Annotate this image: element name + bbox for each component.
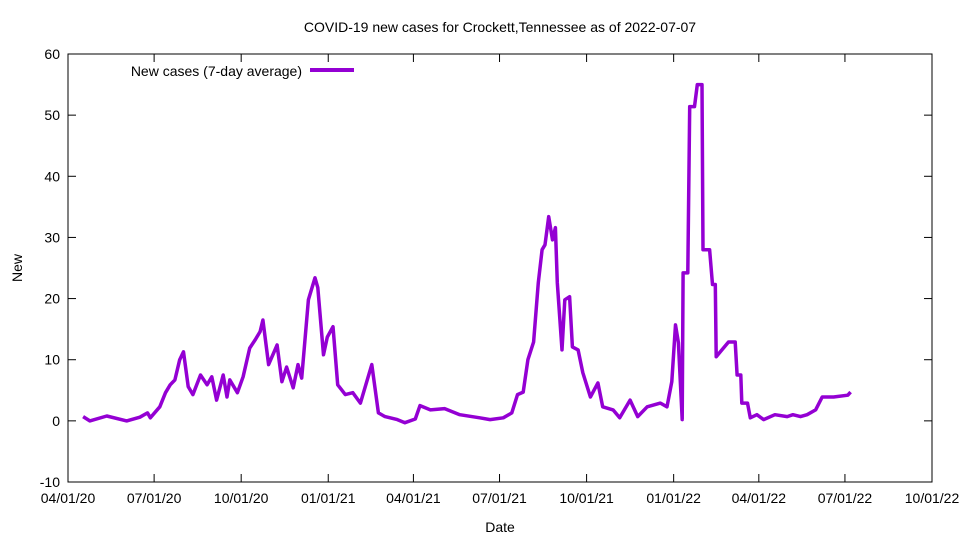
x-tick-label: 04/01/20 — [41, 490, 96, 506]
x-tick-label: 01/01/22 — [646, 490, 701, 506]
x-tick-label: 07/01/21 — [472, 490, 527, 506]
plot-area — [83, 84, 851, 422]
x-tick-label: 04/01/21 — [386, 490, 441, 506]
y-tick-label: 50 — [44, 107, 60, 123]
x-tick-label: 07/01/22 — [818, 490, 873, 506]
x-axis-label: Date — [485, 519, 515, 535]
legend-label: New cases (7-day average) — [131, 63, 302, 79]
x-tick-label: 01/01/21 — [301, 490, 356, 506]
x-tick-label: 10/01/20 — [214, 490, 269, 506]
axes: -10 0 10 20 30 40 50 60 04/01/20 07/01/20 10/01/20… — [40, 46, 960, 506]
y-axis-label: New — [9, 253, 25, 282]
y-tick-label: 20 — [44, 291, 60, 307]
y-tick-label: 10 — [44, 352, 60, 368]
y-tick-label: 30 — [44, 229, 60, 245]
y-tick-label: -10 — [40, 474, 60, 490]
x-tick-label: 10/01/21 — [559, 490, 614, 506]
x-tick-label: 07/01/20 — [127, 490, 182, 506]
y-tick-label: 0 — [52, 413, 60, 429]
x-tick-label: 10/01/22 — [905, 490, 960, 506]
y-tick-label: 40 — [44, 168, 60, 184]
chart-title: COVID-19 new cases for Crockett,Tennesse… — [304, 19, 696, 35]
y-tick-label: 60 — [44, 46, 60, 62]
x-tick-label: 04/01/22 — [732, 490, 787, 506]
legend: New cases (7-day average) — [131, 63, 354, 79]
series-line — [83, 85, 851, 423]
